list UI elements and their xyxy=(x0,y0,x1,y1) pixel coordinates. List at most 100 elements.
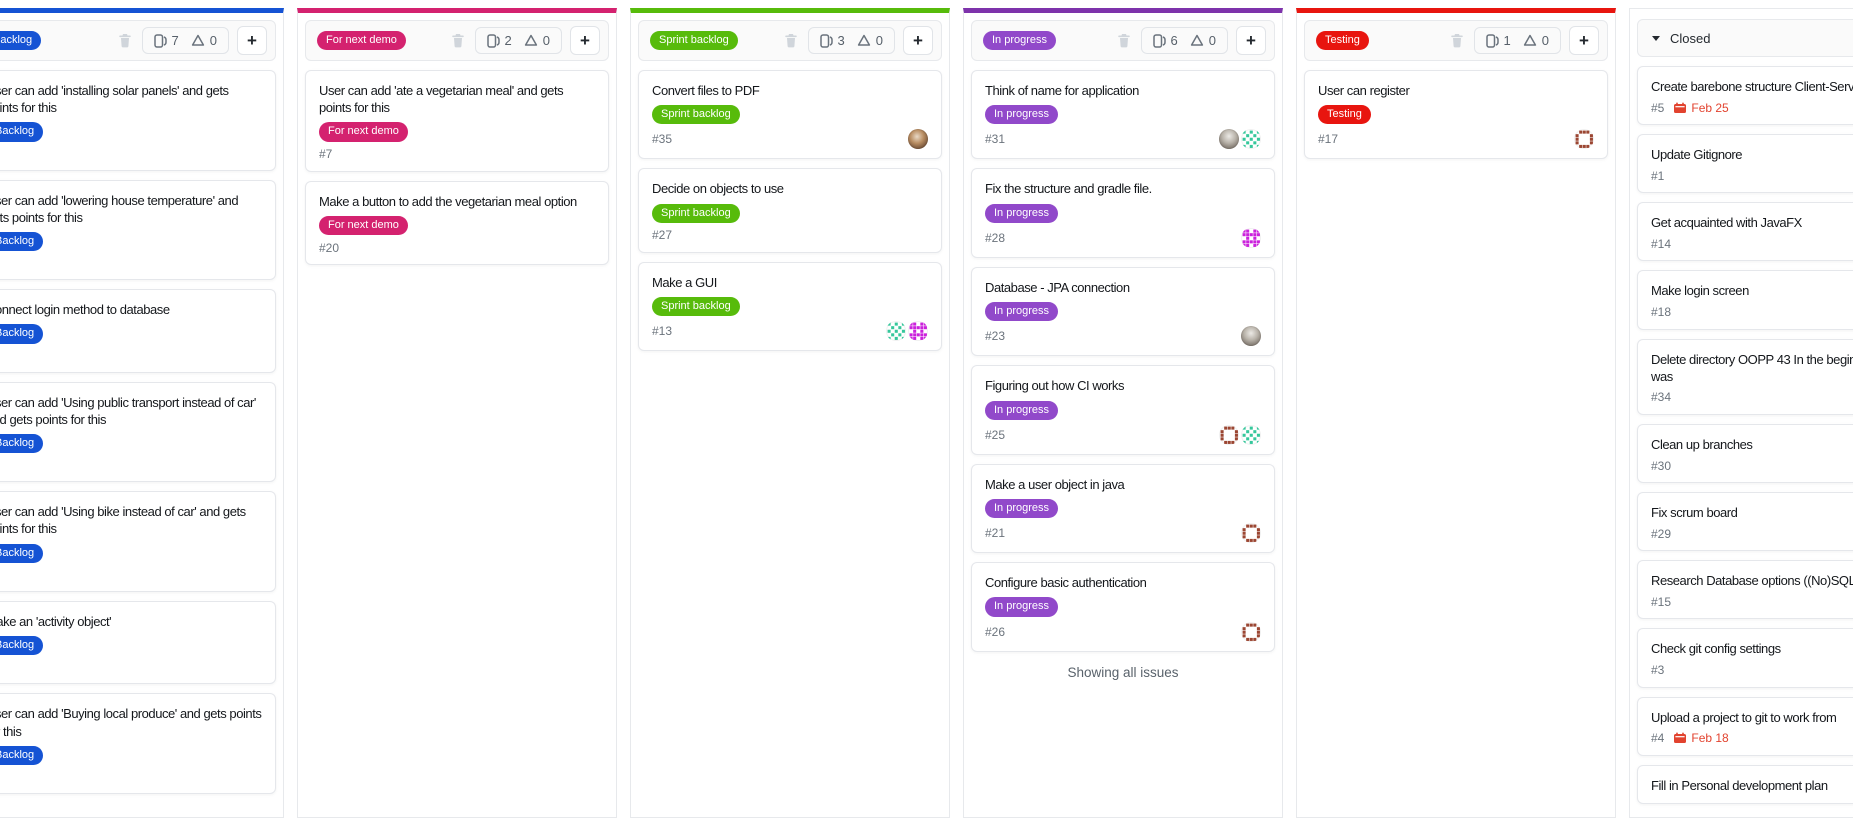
issue-card[interactable]: Convert files to PDF Sprint backlog #35 xyxy=(638,70,942,160)
add-card-button[interactable]: + xyxy=(903,26,933,55)
issue-title[interactable]: Think of name for application xyxy=(985,83,1139,98)
avatar-identicon[interactable] xyxy=(1241,129,1261,150)
issue-card[interactable]: Upload a project to git to work from #4 … xyxy=(1637,696,1853,756)
trash-icon[interactable] xyxy=(1117,33,1131,48)
issue-label[interactable]: In progress xyxy=(985,498,1059,519)
issue-label[interactable]: Sprint backlog xyxy=(652,105,740,125)
issue-card[interactable]: Make login screen #18 xyxy=(1637,270,1853,330)
issue-title[interactable]: User can add 'Using bike instead of car'… xyxy=(0,504,246,537)
issue-title[interactable]: Convert files to PDF xyxy=(652,83,760,98)
issue-title[interactable]: Make an 'activity object' xyxy=(0,613,112,629)
issue-title[interactable]: Decide on objects to use xyxy=(652,181,784,197)
issue-card[interactable]: Connect login method to database Backlog xyxy=(0,289,276,373)
issue-title[interactable]: User can add 'installing solar panels' a… xyxy=(0,83,229,116)
issue-card[interactable]: User can add 'Using public transport ins… xyxy=(0,381,276,483)
issue-title[interactable]: Get acquainted with JavaFX xyxy=(1651,215,1802,231)
issue-card[interactable]: Get acquainted with JavaFX #14 xyxy=(1637,202,1853,262)
issue-title[interactable]: Connect login method to database xyxy=(0,302,170,318)
avatar-identicon[interactable] xyxy=(886,321,906,342)
trash-icon[interactable] xyxy=(784,33,798,48)
caret-down-icon[interactable] xyxy=(1652,35,1660,41)
issue-card[interactable]: Fix scrum board #29 xyxy=(1637,492,1853,552)
issue-title[interactable]: User can add 'Using public transport ins… xyxy=(0,394,256,427)
issue-label[interactable]: Backlog xyxy=(0,543,44,563)
issue-label[interactable]: In progress xyxy=(985,302,1059,322)
issue-title[interactable]: Research Database options ((No)SQL?) xyxy=(1651,573,1853,589)
issue-card[interactable]: Create barebone structure Client-Server … xyxy=(1637,66,1853,126)
issue-label[interactable]: Backlog xyxy=(0,122,44,142)
issue-label[interactable]: For next demo xyxy=(319,122,408,142)
issue-label[interactable]: Backlog xyxy=(0,636,44,656)
issue-label[interactable]: Sprint backlog xyxy=(652,203,740,223)
issue-card[interactable]: Update Gitignore #1 xyxy=(1637,134,1853,194)
avatar-identicon[interactable] xyxy=(908,321,928,342)
issue-label[interactable]: Backlog xyxy=(0,433,44,454)
issue-card[interactable]: Think of name for application In progres… xyxy=(971,70,1275,160)
issue-label[interactable]: In progress xyxy=(985,203,1059,223)
issue-label[interactable]: Backlog xyxy=(0,324,44,344)
issue-card[interactable]: User can add 'Using bike instead of car'… xyxy=(0,491,276,592)
issue-title[interactable]: User can register xyxy=(1318,83,1410,98)
issue-title[interactable]: Create barebone structure Client-Server … xyxy=(1651,79,1853,94)
issue-label[interactable]: Backlog xyxy=(0,231,44,252)
issue-card[interactable]: User can add 'Buying local produce' and … xyxy=(0,693,276,794)
trash-icon[interactable] xyxy=(1450,33,1464,48)
issue-label[interactable]: Testing xyxy=(1318,105,1371,125)
issue-title[interactable]: Make a button to add the vegetarian meal… xyxy=(319,193,577,209)
issue-title[interactable]: Fix the structure and gradle file. xyxy=(985,181,1152,197)
issue-card[interactable]: Figuring out how CI works In progress #2… xyxy=(971,365,1275,455)
avatar-photo[interactable] xyxy=(908,129,928,150)
avatar-identicon[interactable] xyxy=(1219,424,1239,445)
issue-label[interactable]: Backlog xyxy=(0,745,44,765)
issue-card[interactable]: Fix the structure and gradle file. In pr… xyxy=(971,168,1275,258)
issue-card[interactable]: Configure basic authentication In progre… xyxy=(971,562,1275,652)
issue-card[interactable]: User can register Testing #17 xyxy=(1304,70,1608,160)
issue-title[interactable]: Make a user object in java xyxy=(985,476,1125,492)
issue-title[interactable]: Upload a project to git to work from xyxy=(1651,709,1837,725)
issue-title[interactable]: Make a GUI xyxy=(652,274,717,290)
issue-title[interactable]: Make login screen xyxy=(1651,283,1749,299)
issue-label[interactable]: Sprint backlog xyxy=(652,297,740,317)
issue-card[interactable]: Make a GUI Sprint backlog #13 xyxy=(638,261,942,352)
issue-card[interactable]: Make a user object in java In progress #… xyxy=(971,463,1275,554)
issue-card[interactable]: Make a button to add the vegetarian meal… xyxy=(305,180,609,266)
issue-title[interactable]: Check git config settings xyxy=(1651,641,1781,657)
issue-card[interactable]: User can add 'ate a vegetarian meal' and… xyxy=(305,70,609,172)
issue-title[interactable]: Figuring out how CI works xyxy=(985,378,1125,394)
issue-title[interactable]: Delete directory OOPP 43 In the beginnin… xyxy=(1651,351,1853,384)
issue-label[interactable]: In progress xyxy=(985,597,1059,617)
issue-card[interactable]: User can add 'installing solar panels' a… xyxy=(0,70,276,171)
avatar-identicon[interactable] xyxy=(1241,227,1261,248)
add-card-button[interactable]: + xyxy=(1569,26,1599,55)
avatar-identicon[interactable] xyxy=(1574,129,1594,150)
trash-icon[interactable] xyxy=(451,33,465,48)
avatar-identicon[interactable] xyxy=(1241,621,1261,642)
issue-title[interactable]: Fix scrum board xyxy=(1651,505,1738,521)
add-card-button[interactable]: + xyxy=(237,26,267,55)
avatar-photo[interactable] xyxy=(1241,326,1261,347)
issue-card[interactable]: User can add 'lowering house temperature… xyxy=(0,179,276,281)
issue-card[interactable]: Fill in Personal development plan xyxy=(1637,764,1853,804)
avatar-identicon[interactable] xyxy=(1241,523,1261,544)
issue-title[interactable]: Fill in Personal development plan xyxy=(1651,777,1828,793)
issue-card[interactable]: Check git config settings #3 xyxy=(1637,628,1853,688)
avatar-photo[interactable] xyxy=(1219,129,1239,150)
issue-title[interactable]: Configure basic authentication xyxy=(985,575,1147,591)
issue-title[interactable]: User can add 'ate a vegetarian meal' and… xyxy=(319,83,564,116)
issue-label[interactable]: In progress xyxy=(985,105,1059,125)
issue-title[interactable]: User can add 'lowering house temperature… xyxy=(0,192,239,225)
issue-card[interactable]: Delete directory OOPP 43 In the beginnin… xyxy=(1637,338,1853,415)
avatar-identicon[interactable] xyxy=(1241,424,1261,445)
issue-card[interactable]: Make an 'activity object' Backlog xyxy=(0,600,276,685)
issue-title[interactable]: Clean up branches xyxy=(1651,436,1753,452)
issue-card[interactable]: Database - JPA connection In progress #2… xyxy=(971,266,1275,357)
issue-card[interactable]: Research Database options ((No)SQL?) #15 xyxy=(1637,560,1853,620)
issue-card[interactable]: Clean up branches #30 xyxy=(1637,423,1853,484)
issue-title[interactable]: User can add 'Buying local produce' and … xyxy=(0,706,262,739)
issue-label[interactable]: For next demo xyxy=(319,215,408,236)
issue-title[interactable]: Update Gitignore xyxy=(1651,147,1743,163)
add-card-button[interactable]: + xyxy=(1236,26,1266,55)
issue-card[interactable]: Decide on objects to use Sprint backlog … xyxy=(638,168,942,253)
add-card-button[interactable]: + xyxy=(570,26,600,55)
issue-title[interactable]: Database - JPA connection xyxy=(985,279,1130,295)
